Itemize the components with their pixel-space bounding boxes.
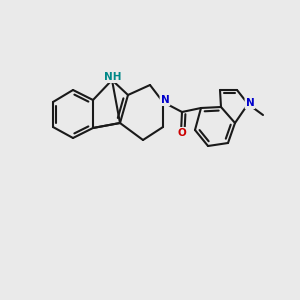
Text: N: N bbox=[160, 95, 169, 105]
Text: O: O bbox=[178, 128, 186, 138]
Text: N: N bbox=[246, 98, 254, 108]
Text: NH: NH bbox=[104, 72, 122, 82]
